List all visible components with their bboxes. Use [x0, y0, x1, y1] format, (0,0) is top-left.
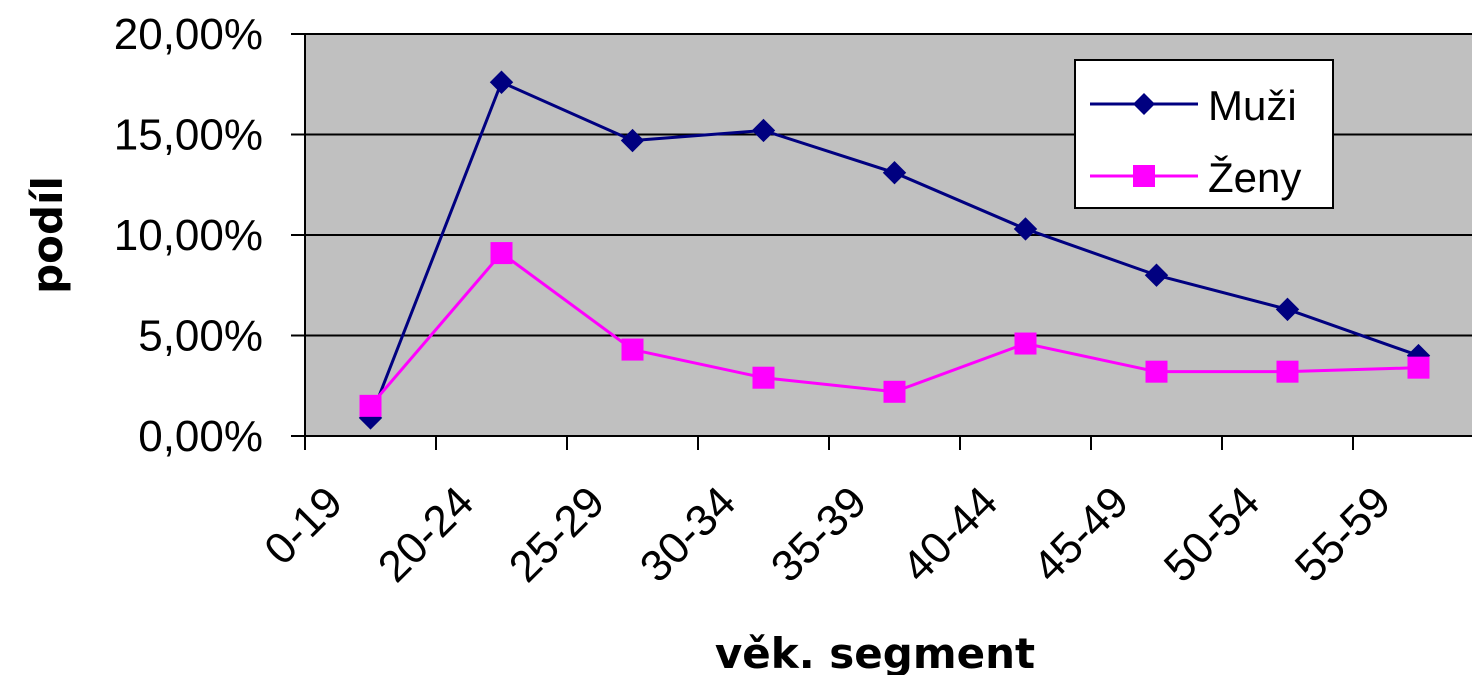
- data-point-diamond: [1013, 217, 1038, 241]
- axes: [291, 33, 1472, 450]
- x-tick-label: 30-34: [631, 477, 745, 591]
- data-point-square: [490, 242, 513, 265]
- x-tick-label: 50-54: [1155, 477, 1269, 591]
- data-point-diamond: [1144, 263, 1169, 287]
- legend-box: [1074, 59, 1334, 209]
- data-point-diamond: [1275, 297, 1300, 322]
- series-group: [358, 70, 1431, 430]
- data-point-square: [752, 366, 775, 389]
- legend-marker-diamond: [1133, 93, 1155, 115]
- x-tick-labels: 0-19 20-24 25-29 30-34 35-39 40-44 45-49 50-54 5…: [255, 477, 1400, 591]
- x-tick-label: 40-44: [893, 477, 1007, 591]
- x-tick-label: 45-49: [1024, 477, 1138, 591]
- y-tick-label: 15,00%: [114, 111, 263, 160]
- data-point-square: [1014, 332, 1037, 355]
- data-point-diamond: [882, 160, 907, 185]
- x-tick-label: 0-19: [255, 477, 352, 574]
- data-point-square: [621, 338, 644, 361]
- x-tick-label: 35-39: [762, 477, 876, 591]
- y-tick-label: 0,00%: [138, 412, 263, 461]
- y-axis-title: podíl: [23, 176, 72, 294]
- x-tick-label: 25-29: [500, 477, 614, 591]
- data-point-square: [1145, 360, 1168, 383]
- legend-marker-square: [1133, 165, 1155, 187]
- y-tick-label: 5,00%: [138, 312, 263, 361]
- data-point-square: [1407, 356, 1430, 379]
- data-point-square: [1276, 360, 1299, 383]
- legend-label: Ženy: [1208, 154, 1301, 201]
- data-point-square: [883, 380, 906, 403]
- data-point-square: [359, 394, 382, 417]
- data-point-diamond: [620, 128, 645, 153]
- data-point-diamond: [751, 118, 776, 143]
- data-point-diamond: [489, 70, 514, 94]
- x-axis-title: věk. segment: [715, 629, 1035, 675]
- x-tick-label: 55-59: [1286, 477, 1400, 591]
- legend-label: Muži: [1208, 82, 1297, 129]
- x-tick-label: 20-24: [369, 477, 483, 591]
- legend: Muži Ženy: [1074, 59, 1334, 209]
- y-tick-labels: 0,00% 5,00% 10,00% 15,00% 20,00%: [114, 10, 263, 461]
- y-tick-label: 20,00%: [114, 10, 263, 59]
- y-tick-label: 10,00%: [114, 211, 263, 260]
